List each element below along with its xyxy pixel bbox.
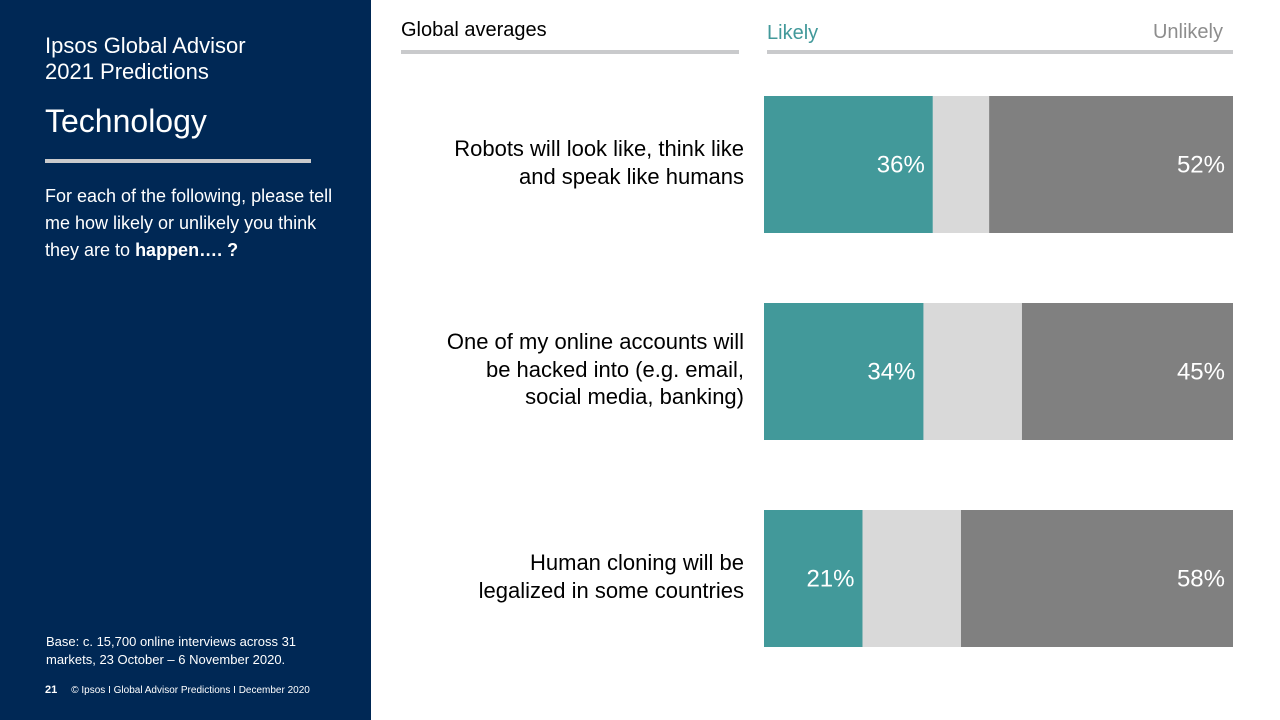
data-label-unlikely-3: 58% bbox=[1177, 566, 1225, 593]
footer-text: © Ipsos I Global Advisor Predictions I D… bbox=[71, 685, 310, 696]
bar-neutral-1 bbox=[932, 96, 990, 233]
header-unlikely: Unlikely bbox=[1152, 21, 1223, 43]
base-note: Base: c. 15,700 online interviews across… bbox=[46, 634, 297, 667]
bar-unlikely-1 bbox=[989, 96, 1233, 233]
category-label-1: Robots will look like, think like and spe… bbox=[384, 135, 744, 190]
bar-neutral-2 bbox=[923, 303, 1022, 440]
data-label-unlikely-2: 45% bbox=[1177, 359, 1225, 386]
category-label-line: One of my online accounts will bbox=[446, 329, 744, 355]
bar-likely-1 bbox=[764, 96, 933, 233]
category-label-3: Human cloning will be legalized in some c… bbox=[384, 549, 744, 604]
category-label-line: social media, banking) bbox=[525, 384, 744, 410]
section-title: Technology bbox=[45, 103, 207, 139]
header-likely: Likely bbox=[767, 22, 819, 44]
category-label-line: and speak like humans bbox=[518, 163, 744, 189]
question-body: For each of the following, please tell m… bbox=[45, 186, 333, 260]
page-number: 21 bbox=[45, 684, 58, 696]
category-label-line: Human cloning will be bbox=[530, 550, 744, 575]
data-label-unlikely-1: 52% bbox=[1177, 152, 1225, 179]
sidebar: Ipsos Global Advisor 2021 Predictions Te… bbox=[0, 0, 371, 720]
category-label-line: be hacked into (e.g. email, bbox=[485, 356, 744, 382]
bar-likely-3 bbox=[764, 510, 863, 647]
bar-neutral-3 bbox=[862, 510, 961, 647]
footer: 21 © Ipsos I Global Advisor Predictions I… bbox=[45, 684, 310, 696]
question-text: For each of the following, please tell m… bbox=[45, 183, 345, 264]
header-rule-left bbox=[401, 50, 739, 54]
header-rule-right bbox=[767, 50, 1233, 54]
data-label-likely-3: 21% bbox=[806, 566, 854, 593]
section-divider bbox=[45, 159, 311, 163]
category-label-line: Robots will look like, think like bbox=[454, 136, 744, 161]
brand-line-1: Ipsos Global Advisor bbox=[45, 33, 246, 58]
header-global-averages: Global averages bbox=[401, 19, 547, 41]
category-label-2: One of my online accounts will be hacked … bbox=[384, 328, 744, 411]
bar-unlikely-2 bbox=[1021, 303, 1233, 440]
category-label-line: legalized in some countries bbox=[478, 577, 744, 603]
data-label-likely-1: 36% bbox=[877, 152, 925, 179]
bar-likely-2 bbox=[764, 303, 924, 440]
bar-unlikely-3 bbox=[960, 510, 1233, 647]
question-emphasis: happen…. ? bbox=[135, 240, 239, 260]
brand-line-2: 2021 Predictions bbox=[45, 59, 209, 84]
data-label-likely-2: 34% bbox=[867, 359, 915, 386]
